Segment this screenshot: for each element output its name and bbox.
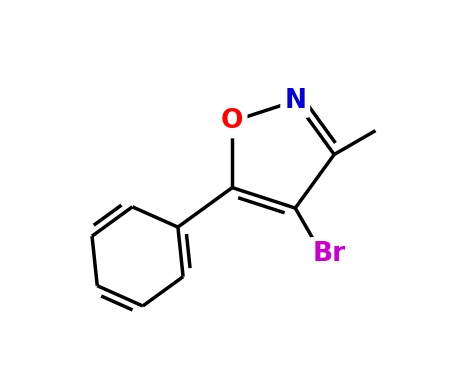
Text: N: N	[284, 88, 306, 114]
Text: O: O	[221, 108, 243, 134]
Text: Br: Br	[312, 241, 345, 267]
